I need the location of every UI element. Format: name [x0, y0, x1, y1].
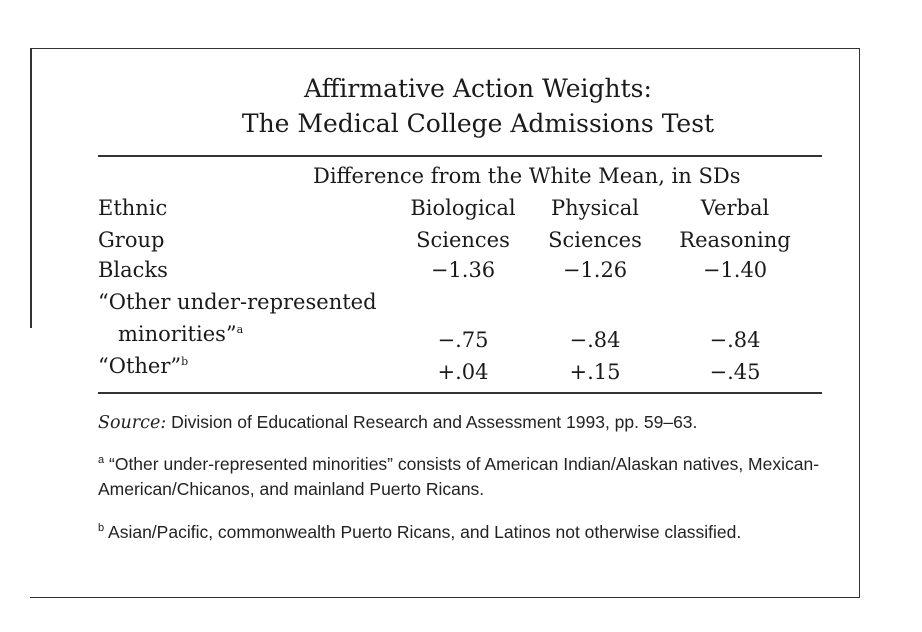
row-label-other-underrep-line-2: minorities”a — [118, 320, 243, 348]
footnote-a: a “Other under-represented minorities” c… — [98, 452, 838, 502]
value-other-underrep-physical: −.84 — [569, 328, 621, 352]
row-label-blacks: Blacks — [98, 258, 168, 282]
value-other-verbal: −.45 — [709, 360, 761, 384]
row-label-other-text: “Other” — [98, 354, 182, 378]
value-blacks-verbal: −1.40 — [702, 258, 768, 282]
col-header-verbal-line-2: Reasoning — [679, 228, 791, 252]
footnote-mark-a: a — [236, 323, 244, 336]
footnote-b-mark: b — [98, 522, 105, 535]
footnote-a-text: “Other under-represented minorities” con… — [98, 454, 820, 499]
row-label-other-underrep-line-1: “Other under-represented — [98, 290, 377, 314]
value-blacks-physical: −1.26 — [562, 258, 628, 282]
source-label: Source: — [98, 413, 167, 433]
table-frame-left-edge — [30, 48, 32, 328]
column-spanner-heading: Difference from the White Mean, in SDs — [313, 164, 741, 188]
col-header-verbal-line-1: Verbal — [700, 196, 770, 220]
col-header-physical-line-2: Sciences — [548, 228, 642, 252]
row-header-line-2: Group — [98, 228, 165, 252]
footnote-mark-b: b — [181, 355, 189, 368]
value-blacks-biological: −1.36 — [430, 258, 496, 282]
row-label-other-underrep-text: minorities” — [118, 322, 237, 346]
table-title-line-2: The Medical College Admissions Test — [241, 109, 715, 138]
footnote-b-text: Asian/Pacific, commonwealth Puerto Rican… — [108, 522, 742, 542]
table-title-line-1: Affirmative Action Weights: — [304, 74, 652, 103]
header-rule — [98, 155, 822, 157]
source-note: Source: Division of Educational Research… — [98, 410, 838, 436]
value-other-underrep-biological: −.75 — [437, 328, 489, 352]
col-header-biological-line-2: Sciences — [416, 228, 510, 252]
row-label-other: “Other”b — [98, 352, 188, 380]
row-header-line-1: Ethnic — [98, 196, 168, 220]
value-other-biological: +.04 — [437, 360, 489, 384]
value-other-physical: +.15 — [569, 360, 621, 384]
value-other-underrep-verbal: −.84 — [709, 328, 761, 352]
footnote-b: b Asian/Pacific, commonwealth Puerto Ric… — [98, 520, 838, 545]
footer-rule — [98, 392, 822, 394]
col-header-biological-line-1: Biological — [410, 196, 516, 220]
table-frame — [30, 48, 860, 598]
footnote-a-mark: a — [98, 454, 105, 467]
source-text: Division of Educational Research and Ass… — [171, 412, 698, 432]
col-header-physical-line-1: Physical — [550, 196, 639, 220]
